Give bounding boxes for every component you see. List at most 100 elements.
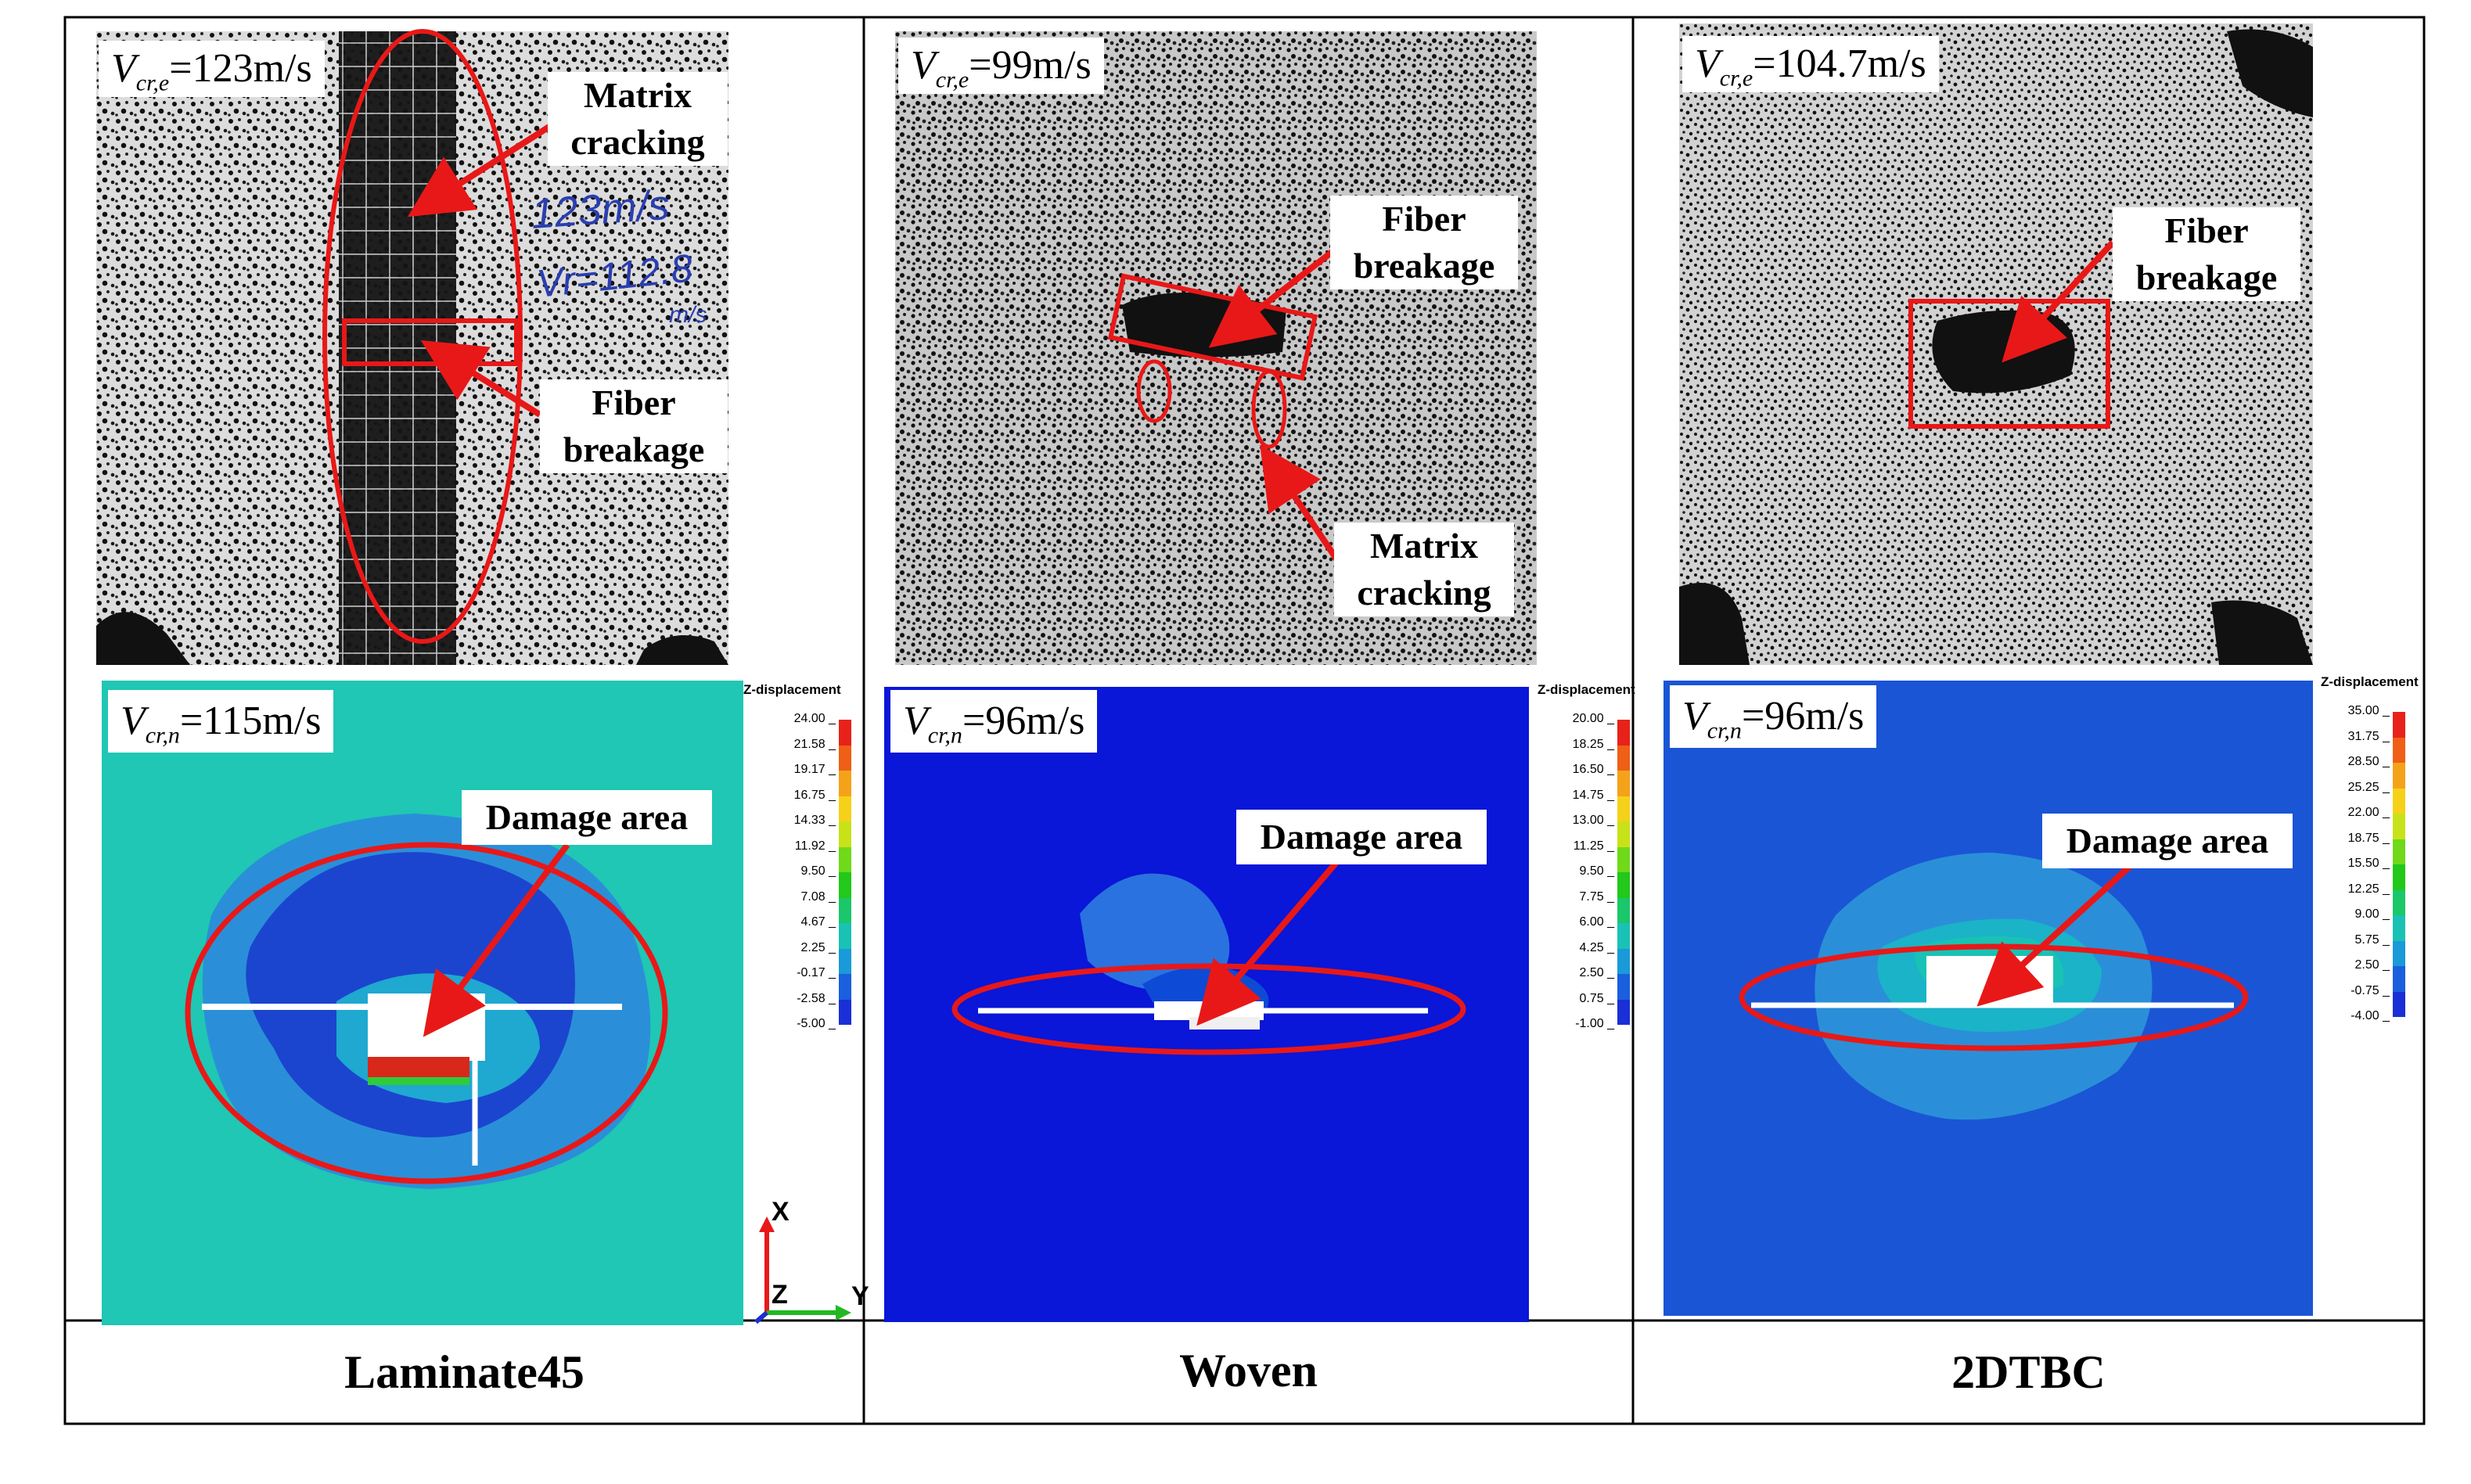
legend-color-band (1617, 720, 1630, 746)
legend-tick-label: 18.25 _ (1572, 737, 1614, 751)
label-damage-area: Damage area (1236, 810, 1487, 864)
legend-color-band (839, 846, 851, 872)
legend-tick-label: 20.00 _ (1572, 712, 1614, 725)
label-line: Fiber (592, 383, 676, 422)
v-subscript: cr,e (135, 70, 170, 96)
speckle-pattern (1679, 23, 2313, 665)
legend-color-band (2393, 966, 2405, 992)
legend-2dtbc: Z-displacement 35.00 _ 31.75 _ 28.50 _ 25.2… (2321, 674, 2422, 1034)
legend-color-band (839, 923, 851, 949)
legend-color-band (1617, 872, 1630, 898)
fiber-breakage-box (342, 318, 519, 366)
legend-tick-label: -0.17 _ (797, 966, 836, 979)
legend-color-band (2393, 788, 2405, 814)
label-matrix-cracking: Matrix cracking (1334, 523, 1514, 616)
damaged-layer-green (368, 1077, 469, 1085)
legend-title: Z-displacement (1538, 682, 1635, 697)
damage-area-arrow (1196, 858, 1341, 1026)
column-label-laminate45: Laminate45 (344, 1346, 584, 1398)
legend-color-band (2393, 889, 2405, 915)
legend-tick-label: 25.25 _ (2347, 780, 2390, 794)
label-line: Fiber (1382, 199, 1466, 239)
v-symbol: V (120, 699, 146, 743)
axes-triad: X Y Z (754, 1197, 869, 1324)
legend-tick-label: 9.50 _ (1579, 864, 1614, 878)
legend-title: Z-displacement (2321, 674, 2419, 689)
v-symbol: V (1682, 694, 1707, 738)
legend-color-band (1617, 948, 1630, 974)
legend-color-band (2393, 737, 2405, 763)
v-symbol: V (911, 43, 936, 88)
label-matrix-cracking: Matrix cracking (548, 72, 728, 166)
v-value: =96m/s (1741, 694, 1865, 738)
legend-tick-label: 21.58 _ (793, 737, 836, 751)
damage-area-arrow (1976, 858, 2138, 1007)
label-line: breakage (563, 429, 705, 469)
legend-tick-label: 24.00 _ (793, 712, 836, 725)
legend-tick-label: -1.00 _ (1575, 1017, 1614, 1030)
legend-tick-label: 16.75 _ (793, 788, 836, 802)
fiber-breakage-box (1908, 299, 2110, 429)
label-line: Matrix (584, 75, 692, 115)
column-label-woven: Woven (1179, 1345, 1318, 1396)
legend-tick-label: -0.75 _ (2351, 983, 2390, 997)
legend-color-band (1617, 974, 1630, 1000)
penetration-zone (368, 994, 485, 1061)
handwritten-note-2: Vr=112.8 (534, 246, 695, 306)
matrix-cracking-ellipse-left (1136, 359, 1172, 423)
matrix-cracking-ellipse-right (1251, 369, 1287, 449)
damage-area-arrow (423, 843, 570, 1037)
v-value: =99m/s (969, 43, 1092, 88)
legend-tick-label: -2.58 _ (797, 991, 836, 1005)
legend-color-band (1617, 923, 1630, 949)
legend-color-band (839, 999, 851, 1025)
legend-tick-label: -4.00 _ (2351, 1009, 2390, 1022)
label-line: breakage (2135, 257, 2278, 297)
v-subscript: cr,e (1719, 65, 1753, 92)
legend-tick-label: 31.75 _ (2347, 729, 2390, 743)
axis-z-label: Z (772, 1280, 788, 1310)
damage-area-ellipse (185, 842, 668, 1184)
legend-color-band (839, 720, 851, 746)
legend-tick-label: 22.00 _ (2347, 806, 2390, 819)
legend-color-band (2393, 814, 2405, 839)
handwritten-note-3: m/s (669, 302, 707, 328)
v-value: =104.7m/s (1753, 41, 1926, 86)
legend-color-band (839, 745, 851, 771)
axis-y-label: Y (851, 1281, 869, 1311)
penetration-zone-lower (1189, 1017, 1260, 1029)
legend-color-band (1617, 999, 1630, 1025)
legend-color-band (839, 796, 851, 821)
label-fiber-breakage: Fiber breakage (1330, 196, 1518, 289)
v-num-woven: Vcr,n=96m/s (890, 690, 1098, 753)
legend-color-band (1617, 821, 1630, 847)
label-line: Matrix (1370, 526, 1478, 566)
legend-tick-label: 19.17 _ (793, 763, 836, 776)
fiber-breakage-arrow (1208, 247, 1336, 348)
column-label-2dtbc: 2DTBC (1951, 1346, 2106, 1398)
photo-2dtbc (1679, 23, 2313, 665)
legend-tick-label: -5.00 _ (797, 1017, 836, 1030)
legend-color-band (2393, 839, 2405, 864)
fiber-breakage-arrow (2002, 240, 2115, 363)
legend-tick-label: 14.33 _ (793, 814, 836, 827)
v-subscript: cr,n (927, 722, 962, 749)
legend-color-band (2393, 763, 2405, 789)
legend-color-band (839, 872, 851, 898)
label-damage-area: Damage area (2042, 814, 2293, 868)
v-subscript: cr,n (1707, 717, 1742, 744)
legend-tick-label: 7.08 _ (800, 889, 836, 904)
v-exp-woven: Vcr,e=99m/s (898, 38, 1104, 94)
legend-laminate45: Z-displacement 24.00 _ 21.58 _ 19.17 _ 16.7… (743, 682, 869, 1030)
legend-tick-label: 11.25 _ (1573, 839, 1614, 853)
legend-tick-label: 9.50 _ (800, 864, 836, 878)
label-line: breakage (1353, 246, 1495, 286)
legend-tick-label: 4.67 _ (800, 915, 836, 929)
v-num-2dtbc: Vcr,n=96m/s (1670, 685, 1877, 748)
v-num-laminate45: Vcr,n=115m/s (108, 690, 334, 753)
legend-tick-label: 15.50 _ (2347, 857, 2390, 870)
v-symbol: V (1695, 41, 1720, 86)
legend-tick-label: 11.92 _ (794, 839, 836, 853)
handwritten-note-1: 123m/s (530, 181, 671, 238)
